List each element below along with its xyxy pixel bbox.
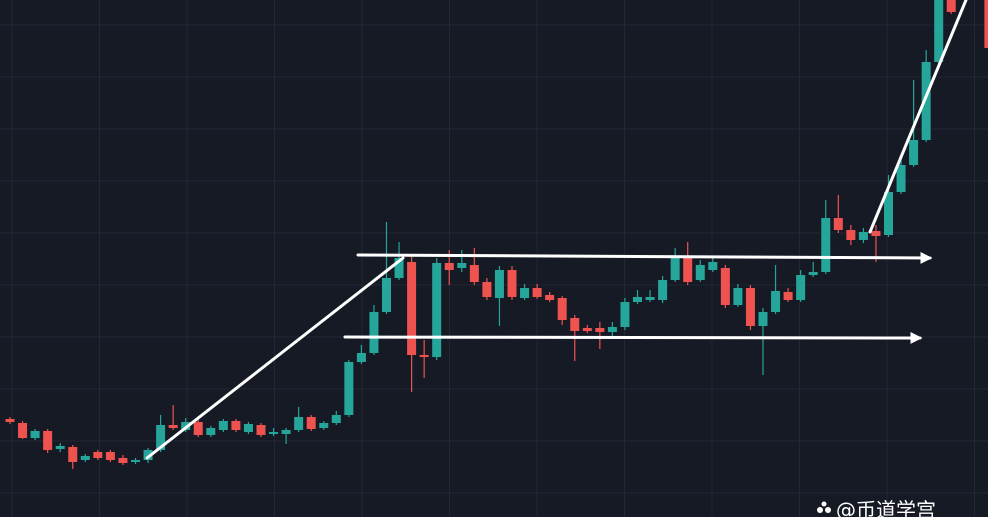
candle-body	[582, 328, 592, 331]
candle-body	[607, 327, 617, 332]
candle-body	[68, 447, 78, 462]
candle-body	[984, 0, 988, 48]
candle-body	[231, 421, 241, 430]
candle-body	[896, 165, 906, 192]
candle-body	[118, 458, 128, 463]
candle-body	[193, 422, 203, 435]
candle-body	[771, 291, 781, 312]
candle-body	[821, 218, 831, 272]
candle-body	[745, 288, 755, 326]
annotations	[145, 0, 968, 460]
candle-body	[394, 258, 404, 278]
candle-body	[43, 431, 53, 450]
watermark-icon	[817, 501, 831, 513]
candle-body	[658, 280, 668, 300]
candle-body	[683, 258, 693, 282]
candle-body	[520, 288, 530, 298]
candle-body	[808, 272, 818, 275]
candle-body	[382, 278, 391, 312]
candle-body	[444, 263, 454, 270]
candle-body	[5, 419, 15, 422]
candle-body	[846, 230, 856, 240]
candle-body	[344, 362, 354, 415]
candle-body	[156, 425, 166, 450]
candle-body	[708, 262, 718, 270]
candle-body	[620, 302, 630, 327]
candle-body	[934, 0, 944, 62]
candle-body	[595, 328, 605, 332]
candle-body	[218, 421, 228, 430]
candle-body	[507, 270, 517, 297]
candle-body	[243, 424, 253, 432]
candle-body	[858, 232, 868, 240]
candle-body	[946, 0, 956, 12]
candle-body	[909, 140, 919, 165]
candle-body	[93, 452, 103, 458]
candle-body	[695, 265, 705, 280]
trend-line	[145, 256, 405, 460]
candle-body	[570, 318, 580, 331]
support-line	[343, 331, 923, 344]
candle-body	[18, 423, 28, 438]
candle-body	[532, 288, 542, 297]
candle-body	[557, 298, 567, 320]
candle-body	[143, 450, 153, 460]
candle-body	[884, 192, 893, 235]
candle-body	[758, 312, 768, 326]
candle-body	[306, 417, 316, 429]
candle-body	[796, 275, 806, 300]
candle-body	[469, 265, 479, 282]
candle-body	[545, 295, 555, 300]
breakout-line	[868, 0, 968, 234]
candle-body	[369, 312, 379, 353]
watermark: @币道学宫	[836, 498, 936, 517]
candle-body	[633, 297, 642, 302]
candle-body	[645, 297, 655, 300]
candle-body	[281, 430, 291, 434]
candle-body	[30, 431, 40, 438]
candle-body	[432, 263, 442, 357]
candle-body	[294, 417, 304, 430]
candle-body	[419, 355, 429, 357]
candle-body	[407, 262, 417, 355]
candles	[5, 0, 988, 469]
candle-body	[206, 428, 216, 435]
candle-body	[256, 425, 266, 435]
candle-body	[131, 460, 140, 462]
candle-body	[871, 231, 881, 236]
candle-body	[168, 425, 178, 428]
candle-body	[55, 446, 65, 449]
candle-body	[783, 292, 793, 300]
candle-body	[733, 288, 743, 305]
candle-body	[457, 263, 467, 268]
candle-body	[921, 62, 931, 140]
resistance-line	[356, 251, 933, 264]
candle-body	[331, 415, 341, 423]
candle-body	[720, 268, 730, 305]
candle-body	[105, 452, 115, 460]
candle-body	[269, 432, 279, 434]
candle-body	[356, 353, 366, 362]
candle-body	[80, 456, 90, 460]
candle-body	[482, 282, 492, 297]
candle-body	[833, 218, 843, 230]
candle-body	[319, 423, 329, 428]
candle-body	[670, 258, 680, 280]
candle-body	[494, 270, 504, 298]
